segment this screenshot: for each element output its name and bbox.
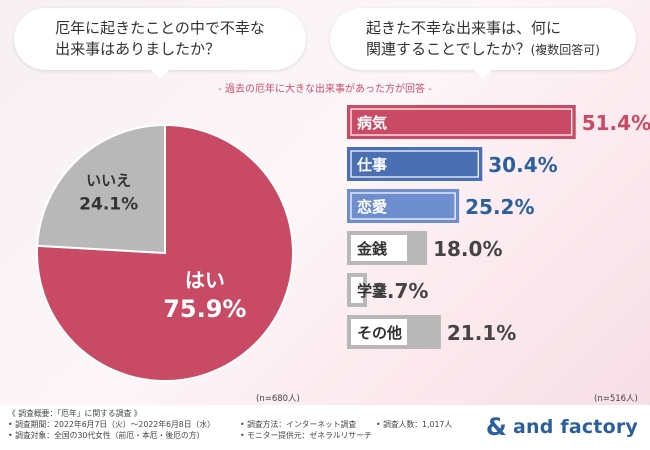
bar-value-label-2: 25.2%: [465, 195, 534, 219]
pie-slice-0: [36, 123, 294, 382]
question-right-line2: 関連することでしたか？(複数回答可): [366, 39, 600, 61]
footer: 《 調査概要：「厄年」に関する調査 》 • 調査期間：2022年6月7日（火）～…: [0, 405, 650, 450]
bar-category-label-3: 金銭: [356, 240, 387, 258]
question-bubble-right: 起きた不幸な出来事は、何に 関連することでしたか？(複数回答可): [330, 8, 636, 79]
bar-value-label-4: 2.7%: [373, 279, 428, 303]
bar-1: [347, 147, 483, 181]
logo-symbol: &: [485, 413, 507, 441]
bar-frame-2: [350, 192, 456, 220]
bar-category-label-4: 学業: [357, 282, 388, 300]
bar-value-label-1: 30.4%: [488, 153, 557, 177]
subtitle: - 過去の厄年に大きな出来事があった方が回答 -: [218, 84, 432, 95]
question-left-line1: 厄年に起きたことの中で不幸な: [55, 19, 265, 37]
bar-label-box-3: [351, 235, 407, 261]
question-right-line2-main: 関連することでしたか？: [366, 39, 531, 58]
bar-category-label-1: 仕事: [356, 156, 387, 174]
bar-frame-0: [350, 108, 573, 136]
question-bubble-left: 厄年に起きたことの中で不幸な 出来事はありましたか？: [14, 8, 306, 79]
question-right-line2-note: (複数回答可): [530, 42, 600, 57]
footer-target: • 調査対象：全国の30代女性（前厄・本厄・後厄の方）: [8, 431, 205, 440]
footer-people: • 調査人数：1,017人: [376, 420, 453, 429]
bar-2: [347, 189, 460, 223]
bar-category-label-5: その他: [357, 324, 402, 342]
footer-provider: • モニター提供元：ゼネラルリサーチ: [240, 431, 372, 440]
footer-survey-title: 《 調査概要：「厄年」に関する調査 》: [8, 409, 142, 418]
bar-0: [347, 105, 576, 139]
footer-period: • 調査期間：2022年6月7日（火）～2022年6月8日（水）: [8, 420, 215, 429]
question-right-line1: 起きた不幸な出来事は、何に: [366, 18, 562, 37]
bar-category-label-2: 恋愛: [357, 198, 387, 216]
bar-value-label-3: 18.0%: [433, 237, 502, 261]
bar-sample-size: (n=516人): [594, 394, 638, 404]
pie-label-1: いいえ: [86, 171, 131, 189]
bar-value-label-5: 21.1%: [447, 321, 516, 345]
and-factory-logo: & and factory: [486, 413, 638, 441]
bar-value-label-0: 51.4%: [582, 111, 650, 135]
footer-method: • 調査方法：インターネット調査: [240, 420, 357, 429]
question-left-text: 厄年に起きたことの中で不幸な 出来事はありましたか？: [55, 18, 265, 60]
pie-sample-size: (n=680人): [256, 394, 300, 404]
bar-frame-1: [350, 150, 479, 178]
pie-value-label-1: 24.1%: [79, 194, 138, 214]
pie-label-0: はい: [185, 268, 225, 292]
question-right-text: 起きた不幸な出来事は、何に 関連することでしたか？(複数回答可): [366, 18, 600, 61]
bar-label-box-5: [351, 319, 407, 345]
logo-text: and factory: [512, 416, 638, 438]
pie-slice-1: [36, 123, 166, 255]
bar-category-label-0: 病気: [357, 114, 387, 132]
question-left-line2: 出来事はありましたか？: [55, 40, 221, 58]
bar-label-box-4: [351, 277, 363, 303]
pie-value-label-0: 75.9%: [163, 295, 246, 323]
